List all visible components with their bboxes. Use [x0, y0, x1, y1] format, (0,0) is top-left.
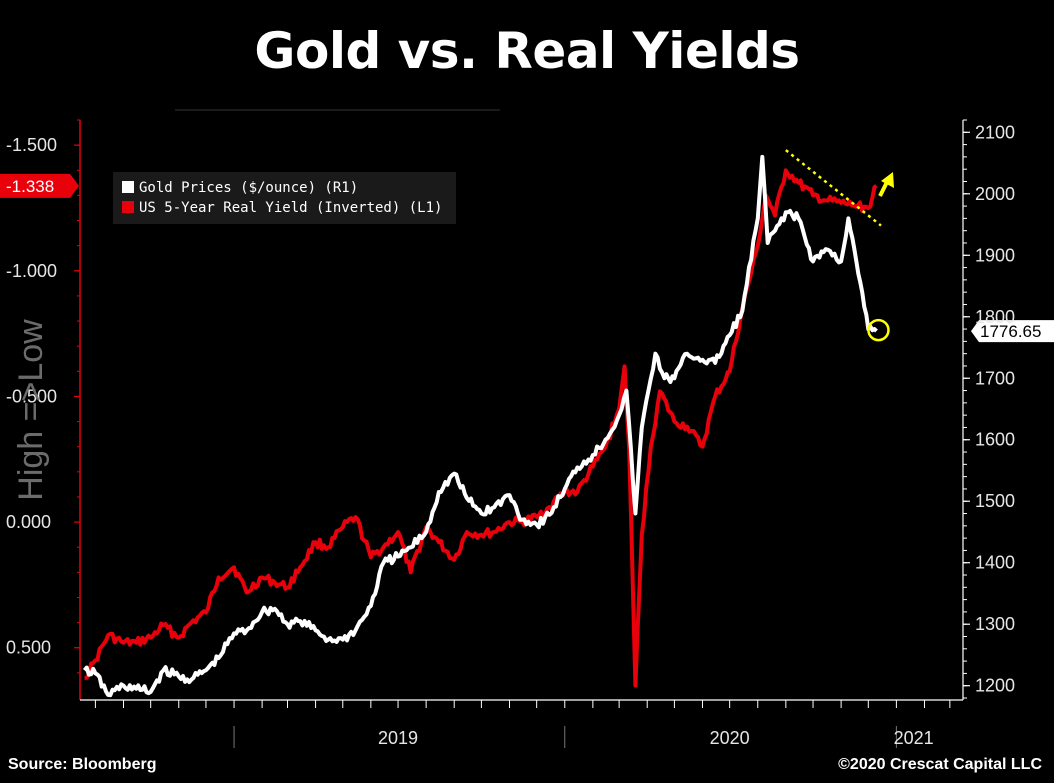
series-layer — [82, 154, 878, 698]
yield-trendline — [785, 149, 882, 227]
up-arrow-icon — [878, 172, 894, 197]
legend-entry: Gold Prices ($/ounce) (R1) — [139, 180, 358, 196]
source-note: Source: Bloomberg — [8, 756, 157, 773]
gold-price-line — [82, 154, 878, 698]
right-tick-label: 2100 — [975, 122, 1015, 142]
year-label: 2021 — [894, 728, 934, 748]
left-tick-label: -0.500 — [6, 386, 57, 406]
real-yield-value-label: -1.338 — [6, 177, 54, 196]
right-tick-label: 1400 — [975, 553, 1015, 573]
year-label: 2020 — [710, 728, 750, 748]
gold-circle-marker — [867, 318, 890, 342]
arrow-head — [881, 172, 894, 188]
right-tick-label: 1700 — [975, 368, 1015, 388]
left-tick-label: -1.000 — [6, 261, 57, 281]
left-tick-label: -1.500 — [6, 135, 57, 155]
left-tick-label: 0.500 — [6, 638, 51, 658]
copyright-note: ©2020 Crescat Capital LLC — [838, 756, 1042, 773]
real-yield-value-tag — [0, 173, 79, 198]
right-tick-label: 1800 — [975, 307, 1015, 327]
real-yield-line — [84, 168, 878, 688]
page-title: Gold vs. Real Yields — [254, 22, 800, 80]
left-tick-label: 0.000 — [6, 512, 51, 532]
annotation-layer: -1.338 1776.65 — [0, 149, 1054, 343]
gold-price-value-tag — [971, 320, 1054, 343]
right-tick-label: 1900 — [975, 245, 1015, 265]
right-tick-label: 2000 — [975, 184, 1015, 204]
year-label: 2019 — [378, 728, 418, 748]
plot-frame — [79, 109, 964, 701]
legend-swatch — [122, 201, 134, 213]
right-tick-label: 1600 — [975, 430, 1015, 450]
legend-swatch — [122, 181, 134, 193]
left-axis-title: High =>Low — [12, 319, 50, 501]
axis-layer: -1.500 -1.000 -0.500 0.000 0.500 1200 1300 1400… — [6, 119, 1015, 748]
legend-box — [113, 172, 456, 224]
legend: Gold Prices ($/ounce) (R1) US 5-Year Real… — [113, 172, 456, 224]
right-tick-label: 1200 — [975, 676, 1015, 696]
gold-price-value-label: 1776.65 — [980, 322, 1041, 341]
right-tick-label: 1300 — [975, 614, 1015, 634]
legend-entry: US 5-Year Real Yield (Inverted) (L1) — [139, 200, 442, 216]
right-tick-label: 1500 — [975, 491, 1015, 511]
